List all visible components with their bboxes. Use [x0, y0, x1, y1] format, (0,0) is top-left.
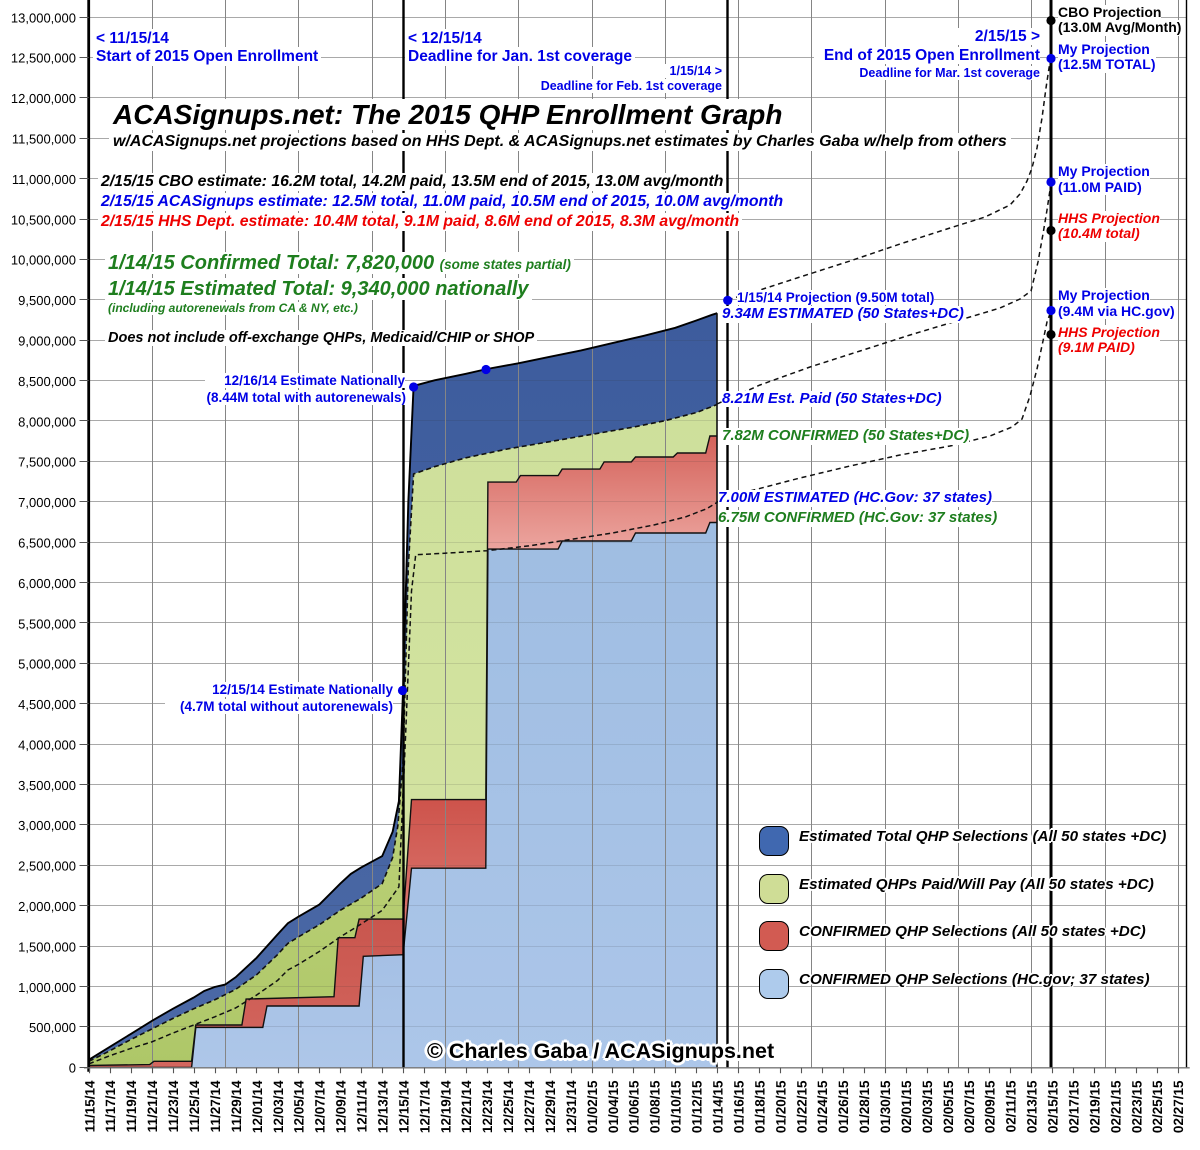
svg-text:11/27/14: 11/27/14 [208, 1080, 223, 1132]
svg-text:10,500,000: 10,500,000 [11, 212, 76, 227]
svg-text:11,000,000: 11,000,000 [12, 172, 76, 187]
svg-text:01/12/15: 01/12/15 [690, 1080, 705, 1133]
svg-text:12/07/14: 12/07/14 [313, 1080, 328, 1133]
svg-text:11/23/14: 11/23/14 [166, 1080, 181, 1132]
svg-text:01/10/15: 01/10/15 [669, 1080, 684, 1133]
svg-text:02/25/15: 02/25/15 [1150, 1080, 1165, 1133]
svg-text:12/11/14: 12/11/14 [355, 1080, 370, 1132]
svg-text:2,000,000: 2,000,000 [18, 899, 76, 914]
svg-text:12/01/14: 12/01/14 [250, 1080, 265, 1133]
svg-text:4,500,000: 4,500,000 [18, 697, 76, 712]
svg-text:01/14/15: 01/14/15 [711, 1080, 726, 1133]
svg-text:01/04/15: 01/04/15 [606, 1080, 621, 1133]
svg-text:01/28/15: 01/28/15 [857, 1080, 872, 1133]
svg-text:12/31/14: 12/31/14 [564, 1080, 579, 1133]
svg-text:8,000,000: 8,000,000 [18, 414, 76, 429]
svg-text:6,000,000: 6,000,000 [18, 576, 76, 591]
svg-text:11,500,000: 11,500,000 [12, 132, 76, 147]
svg-text:500,000: 500,000 [29, 1020, 76, 1035]
svg-text:7,500,000: 7,500,000 [18, 455, 76, 470]
svg-text:9,500,000: 9,500,000 [18, 293, 76, 308]
svg-text:11/21/14: 11/21/14 [145, 1080, 160, 1132]
svg-text:02/27/15: 02/27/15 [1171, 1080, 1186, 1133]
svg-text:12/09/14: 12/09/14 [334, 1080, 349, 1133]
svg-text:01/18/15: 01/18/15 [752, 1080, 767, 1133]
svg-text:12/03/14: 12/03/14 [271, 1080, 286, 1133]
svg-text:3,000,000: 3,000,000 [18, 818, 76, 833]
svg-text:11/29/14: 11/29/14 [229, 1080, 244, 1132]
svg-text:6,500,000: 6,500,000 [18, 536, 76, 551]
svg-text:02/03/15: 02/03/15 [920, 1080, 935, 1133]
svg-text:3,500,000: 3,500,000 [18, 778, 76, 793]
svg-text:12/21/14: 12/21/14 [459, 1080, 474, 1133]
svg-text:0: 0 [69, 1061, 76, 1076]
svg-text:12/17/14: 12/17/14 [417, 1080, 432, 1133]
svg-text:02/05/15: 02/05/15 [941, 1080, 956, 1133]
svg-text:01/08/15: 01/08/15 [648, 1080, 663, 1133]
svg-text:12/05/14: 12/05/14 [292, 1080, 307, 1133]
svg-text:02/15/15: 02/15/15 [1046, 1080, 1061, 1133]
svg-text:12/29/14: 12/29/14 [543, 1080, 558, 1133]
svg-text:5,500,000: 5,500,000 [18, 616, 76, 631]
svg-text:5,000,000: 5,000,000 [18, 657, 76, 672]
svg-text:8,500,000: 8,500,000 [18, 374, 76, 389]
svg-text:02/09/15: 02/09/15 [983, 1080, 998, 1133]
svg-text:02/21/15: 02/21/15 [1108, 1080, 1123, 1133]
svg-text:7,000,000: 7,000,000 [18, 495, 76, 510]
svg-text:11/19/14: 11/19/14 [124, 1080, 139, 1132]
svg-text:01/30/15: 01/30/15 [878, 1080, 893, 1133]
svg-text:12/15/14: 12/15/14 [396, 1080, 411, 1133]
svg-text:4,000,000: 4,000,000 [18, 737, 76, 752]
svg-text:1,000,000: 1,000,000 [18, 980, 76, 995]
svg-text:12,500,000: 12,500,000 [11, 51, 76, 66]
svg-text:11/15/14: 11/15/14 [82, 1080, 97, 1132]
svg-text:01/16/15: 01/16/15 [731, 1080, 746, 1133]
svg-text:01/02/15: 01/02/15 [585, 1080, 600, 1133]
svg-text:13,000,000: 13,000,000 [11, 10, 76, 25]
svg-text:02/17/15: 02/17/15 [1067, 1080, 1082, 1133]
svg-text:9,000,000: 9,000,000 [18, 334, 76, 349]
svg-text:02/23/15: 02/23/15 [1129, 1080, 1144, 1133]
svg-text:01/22/15: 01/22/15 [794, 1080, 809, 1133]
svg-text:02/13/15: 02/13/15 [1025, 1080, 1040, 1133]
svg-text:12,000,000: 12,000,000 [11, 91, 76, 106]
svg-text:01/06/15: 01/06/15 [627, 1080, 642, 1133]
svg-text:02/07/15: 02/07/15 [962, 1080, 977, 1133]
svg-text:01/26/15: 01/26/15 [836, 1080, 851, 1133]
svg-text:2,500,000: 2,500,000 [18, 859, 76, 874]
svg-text:02/01/15: 02/01/15 [899, 1080, 914, 1133]
svg-text:11/17/14: 11/17/14 [103, 1080, 118, 1132]
svg-text:12/23/14: 12/23/14 [480, 1080, 495, 1133]
svg-text:01/20/15: 01/20/15 [773, 1080, 788, 1133]
svg-text:12/19/14: 12/19/14 [438, 1080, 453, 1133]
svg-text:10,000,000: 10,000,000 [11, 253, 76, 268]
svg-text:11/25/14: 11/25/14 [187, 1080, 202, 1132]
svg-text:12/13/14: 12/13/14 [376, 1080, 391, 1133]
svg-text:01/24/15: 01/24/15 [815, 1080, 830, 1133]
svg-text:02/19/15: 02/19/15 [1087, 1080, 1102, 1133]
svg-text:12/27/14: 12/27/14 [522, 1080, 537, 1133]
svg-text:12/25/14: 12/25/14 [501, 1080, 516, 1133]
svg-text:1,500,000: 1,500,000 [18, 939, 76, 954]
svg-text:02/11/15: 02/11/15 [1004, 1080, 1019, 1132]
